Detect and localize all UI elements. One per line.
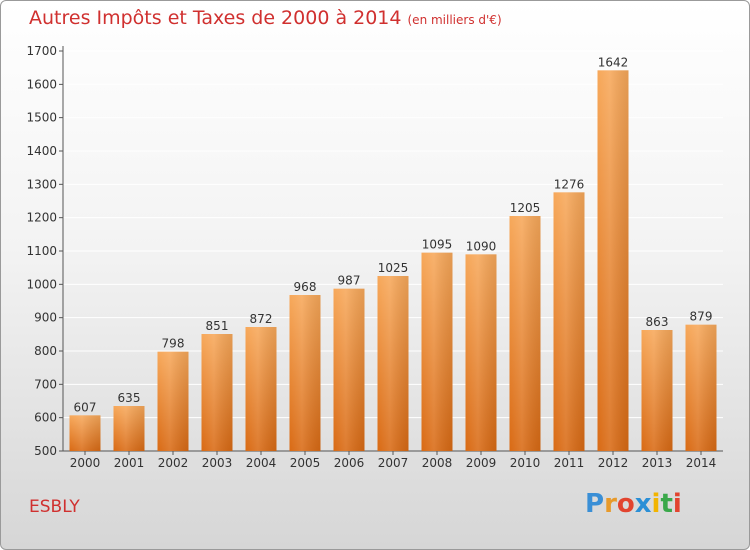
data-label: 1205 — [510, 201, 541, 215]
logo-letter: t — [660, 489, 673, 519]
y-tick-label: 1500 — [26, 111, 57, 125]
x-tick-label: 2011 — [554, 456, 585, 470]
chart-title-text: Autres Impôts et Taxes de 2000 à 2014 — [29, 7, 402, 29]
y-tick-label: 1300 — [26, 177, 57, 191]
y-tick-labels: 500 600 700 800 900 1000 1100 1200 1300 1400 1500 1… — [26, 44, 57, 458]
y-tick-label: 1100 — [26, 244, 57, 258]
data-label: 1276 — [554, 177, 585, 191]
bar-shine — [157, 351, 189, 451]
y-tick-label: 600 — [34, 411, 57, 425]
x-tick-label: 2006 — [334, 456, 365, 470]
y-tick-label: 500 — [34, 444, 57, 458]
data-label: 879 — [690, 310, 713, 324]
y-tick-label: 1700 — [26, 44, 57, 58]
x-tick-label: 2013 — [642, 456, 673, 470]
bars — [69, 70, 717, 452]
x-tick-label: 2001 — [114, 456, 145, 470]
x-tick-label: 2010 — [510, 456, 541, 470]
x-tick-label: 2004 — [246, 456, 277, 470]
x-tick-label: 2003 — [202, 456, 233, 470]
bar-shine — [465, 254, 497, 451]
y-tick-label: 1400 — [26, 144, 57, 158]
logo-letter: i — [672, 489, 682, 519]
x-tick-label: 2000 — [70, 456, 101, 470]
bar-shine — [685, 324, 717, 451]
logo-letter: x — [634, 489, 652, 519]
bar-shine — [509, 216, 541, 451]
x-tick-label: 2014 — [686, 456, 717, 470]
data-label: 872 — [250, 312, 273, 326]
data-label: 1090 — [466, 239, 497, 253]
bar-shine — [289, 295, 321, 451]
y-tick-label: 1600 — [26, 77, 57, 91]
y-tick-label: 800 — [34, 344, 57, 358]
data-label: 798 — [162, 337, 185, 351]
x-tick-label: 2007 — [378, 456, 409, 470]
y-tick-label: 1000 — [26, 277, 57, 291]
x-tick-label: 2002 — [158, 456, 189, 470]
data-label: 635 — [118, 391, 141, 405]
bar-shine — [377, 276, 409, 451]
data-labels: 607 635 798 851 872 968 987 1025 1095 1090 1205 127… — [74, 55, 713, 414]
bar-shine — [113, 406, 145, 451]
bar-shine — [333, 288, 365, 451]
logo-letter: r — [604, 489, 617, 519]
bar-shine — [201, 334, 233, 451]
x-tick-label: 2008 — [422, 456, 453, 470]
location-label: ESBLY — [29, 497, 80, 517]
y-tick-label: 700 — [34, 377, 57, 391]
data-label: 1025 — [378, 261, 409, 275]
x-tick-label: 2005 — [290, 456, 321, 470]
logo-letter: P — [585, 489, 605, 519]
y-tick-label: 1200 — [26, 211, 57, 225]
logo-letter: o — [616, 489, 635, 519]
data-label: 968 — [294, 280, 317, 294]
bar-shine — [597, 70, 629, 451]
bar-shine — [421, 252, 453, 451]
x-tick-label: 2012 — [598, 456, 629, 470]
data-label: 851 — [206, 319, 229, 333]
data-label: 607 — [74, 400, 97, 414]
chart-title: Autres Impôts et Taxes de 2000 à 2014 (en… — [29, 7, 502, 29]
bar-shine — [69, 415, 101, 451]
chart-subtitle: (en milliers d'€) — [407, 13, 502, 27]
x-tick-labels: 2000 2001 2002 2003 2004 2005 2006 2007 2008 2009… — [70, 456, 717, 470]
logo-letter: i — [651, 489, 661, 519]
data-label: 863 — [646, 315, 669, 329]
data-label: 1642 — [598, 55, 629, 69]
y-tick-label: 900 — [34, 311, 57, 325]
proxiti-logo: Proxiti — [585, 489, 682, 519]
bar-shine — [553, 192, 585, 452]
data-label: 987 — [338, 274, 361, 288]
bar-shine — [245, 327, 277, 451]
bar-shine — [641, 330, 673, 451]
x-tick-label: 2009 — [466, 456, 497, 470]
data-label: 1095 — [422, 238, 453, 252]
